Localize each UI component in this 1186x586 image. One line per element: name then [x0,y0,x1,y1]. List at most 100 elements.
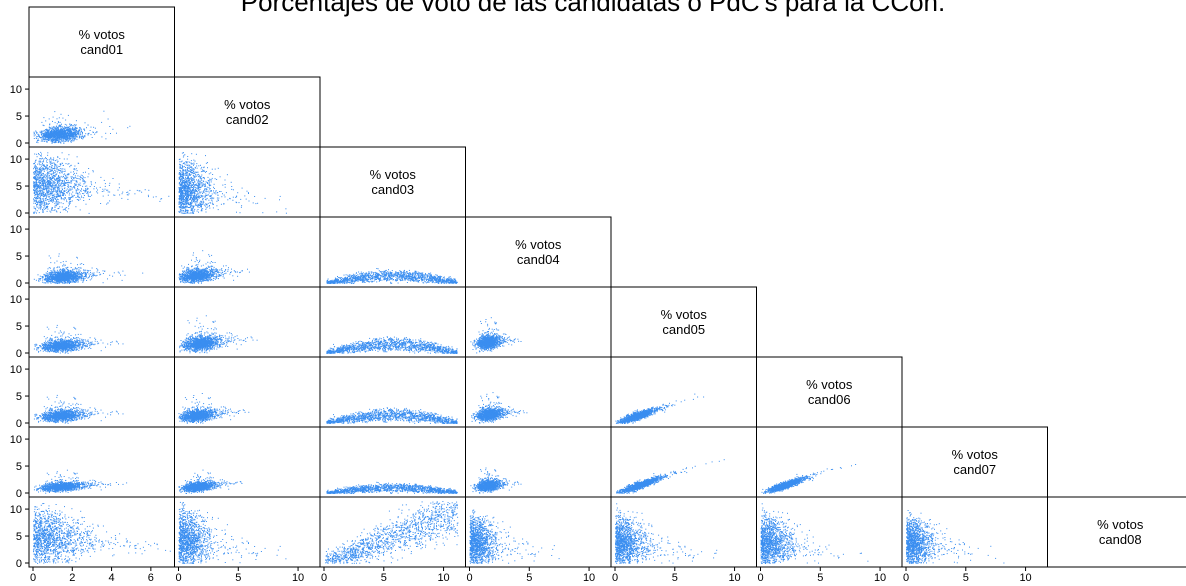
point [63,176,64,177]
point [34,176,35,177]
point [52,168,53,169]
point [68,186,69,187]
point [48,182,49,183]
point [37,198,38,199]
point [34,200,35,201]
point [68,134,69,135]
point [42,190,43,191]
point [34,171,35,172]
point [71,136,72,137]
point [50,181,51,182]
point [73,132,74,133]
point [41,187,42,188]
point [33,185,34,186]
point [61,176,62,177]
point [67,211,68,212]
point [96,188,97,189]
point [67,182,68,183]
point [113,178,114,179]
point [55,140,56,141]
point [66,201,67,202]
point [46,141,47,142]
point [50,157,51,158]
point [47,135,48,136]
point [51,186,52,187]
point [40,199,41,200]
point [39,164,40,165]
point [70,141,71,142]
point [116,133,117,134]
point [63,165,64,166]
point [105,138,106,139]
point [62,126,63,127]
point [49,175,50,176]
point [64,188,65,189]
point [57,118,58,119]
point [47,159,48,160]
point [73,130,74,131]
point [153,197,154,198]
point [145,189,146,190]
point [73,196,74,197]
point [59,179,60,180]
point [60,212,61,213]
point [67,177,68,178]
point [73,137,74,138]
point [61,138,62,139]
point [41,188,42,189]
point [57,204,58,205]
point [34,172,35,173]
point [43,117,44,118]
point [50,127,51,128]
point [37,172,38,173]
point [77,196,78,197]
point [68,208,69,209]
point [46,132,47,133]
point [37,207,38,208]
point [69,203,70,204]
point [35,165,36,166]
point [72,136,73,137]
point [49,169,50,170]
point [47,162,48,163]
point [46,161,47,162]
point [67,174,68,175]
point [48,133,49,134]
point [42,209,43,210]
point [45,166,46,167]
point [35,203,36,204]
point [76,197,77,198]
point [83,190,84,191]
point [87,191,88,192]
point [103,191,104,192]
point [74,166,75,167]
point [55,171,56,172]
point [60,122,61,123]
point [47,165,48,166]
point [69,190,70,191]
point [148,196,149,197]
point [88,125,89,126]
point [58,122,59,123]
point [52,137,53,138]
point [118,190,119,191]
point [54,198,55,199]
point [48,139,49,140]
point [50,179,51,180]
point [54,196,55,197]
point [53,197,54,198]
point [69,140,70,141]
point [56,185,57,186]
point [195,187,196,188]
point [71,181,72,182]
point [41,195,42,196]
point [50,189,51,190]
point [46,190,47,191]
point [53,141,54,142]
point [112,129,113,130]
point [94,134,95,135]
point [49,167,50,168]
point [114,195,115,196]
point [47,175,48,176]
point [71,180,72,181]
